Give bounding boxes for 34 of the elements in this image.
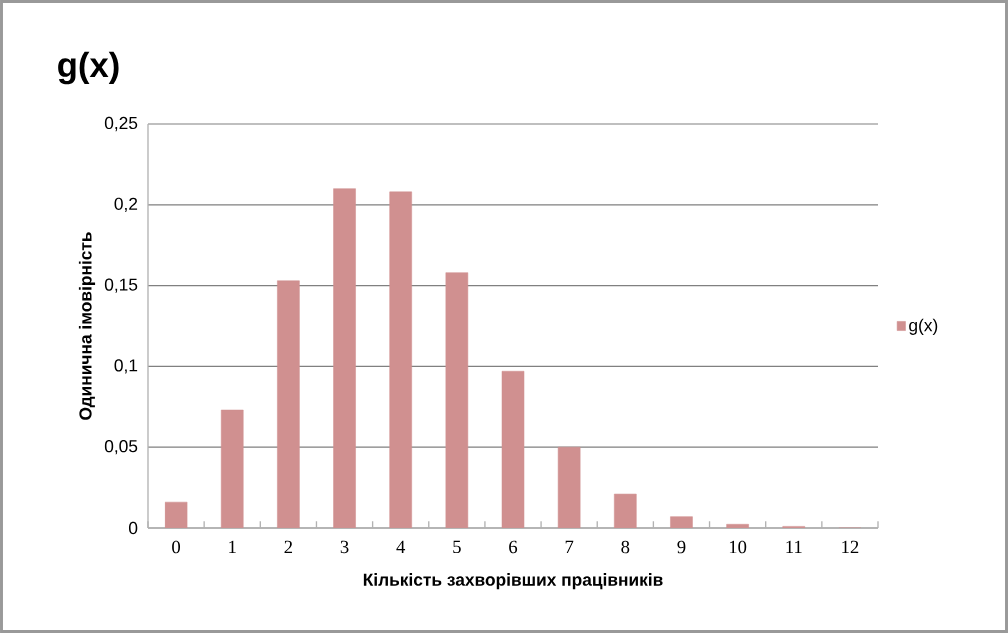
- y-tick-label: 0,25: [104, 116, 138, 132]
- bar: [389, 191, 412, 528]
- bar: [501, 370, 525, 528]
- x-tick-label: 11: [786, 540, 802, 554]
- bar: [445, 272, 469, 528]
- x-tick-label: 1: [229, 540, 236, 554]
- y-tick-label: 0,1: [114, 359, 138, 374]
- x-tick-label: 2: [284, 540, 293, 554]
- x-tick-label: 3: [340, 540, 349, 554]
- bar: [220, 409, 244, 528]
- y-axis-title: Одинична імовірність: [78, 232, 96, 420]
- bar: [670, 516, 693, 528]
- legend-label: g(x): [909, 318, 938, 335]
- x-tick-label: 12: [842, 540, 859, 554]
- x-tick-label: 6: [509, 540, 518, 554]
- bar: [277, 280, 300, 528]
- x-tick-label: 7: [565, 540, 574, 553]
- x-tick-label: 0: [172, 540, 181, 554]
- bar: [333, 188, 356, 528]
- x-tick-label: 10: [729, 540, 747, 554]
- x-axis-title: Кількість захворівших працівників: [363, 573, 663, 590]
- y-tick-label: 0,15: [104, 278, 138, 293]
- y-tick-label: 0: [128, 521, 138, 535]
- x-tick-label: 8: [621, 540, 630, 554]
- bar: [557, 446, 581, 528]
- y-tick-label: 0,2: [114, 197, 138, 212]
- chart-title: g(x): [58, 51, 119, 85]
- x-tick-label: 5: [453, 540, 461, 554]
- bar: [164, 501, 188, 528]
- y-tick-label: 0,05: [104, 440, 138, 455]
- x-tick-label: 4: [396, 540, 406, 553]
- x-tick-label: 9: [677, 540, 686, 554]
- bar: [614, 493, 637, 528]
- bar: [726, 524, 749, 528]
